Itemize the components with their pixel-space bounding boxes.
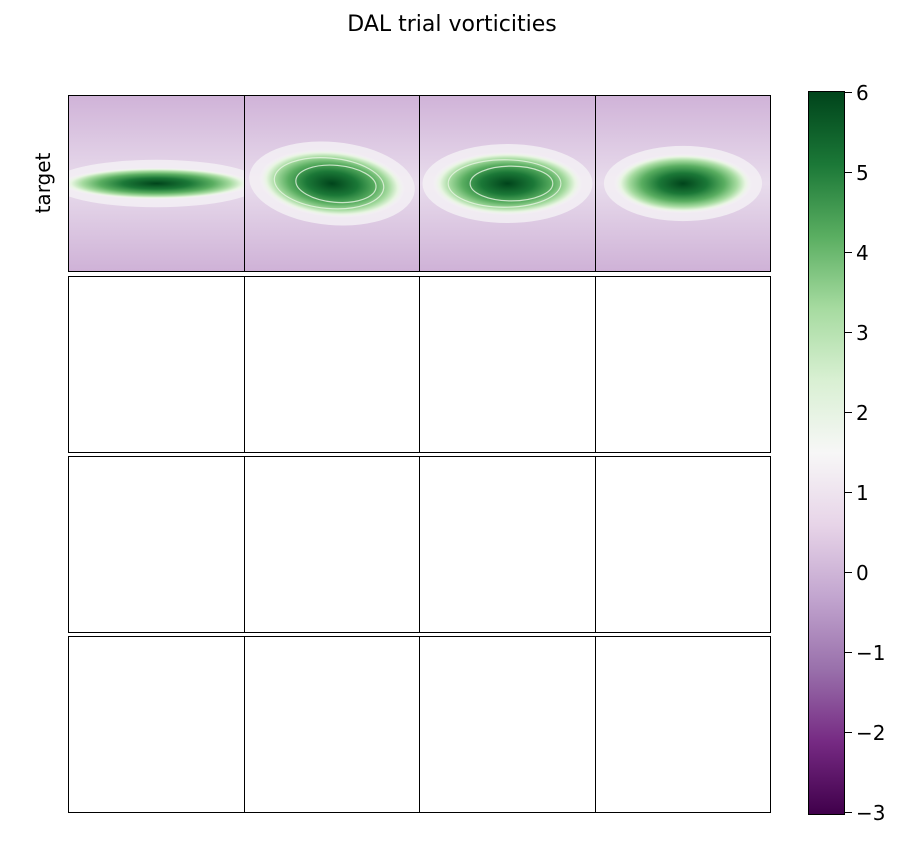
vorticity-core xyxy=(69,167,244,200)
panel-r4-c1 xyxy=(68,636,245,813)
tick-mark xyxy=(845,492,852,494)
panel-r2-c3 xyxy=(419,276,596,453)
vorticity-field-3 xyxy=(420,96,595,271)
row-label-target: target xyxy=(31,152,55,214)
tick-label: 5 xyxy=(856,161,869,185)
panel-r4-c4 xyxy=(595,636,771,813)
colorbar xyxy=(808,91,845,815)
vorticity-field-4 xyxy=(596,96,770,271)
tick-label: −1 xyxy=(856,641,886,665)
vorticity-core xyxy=(432,151,583,216)
panel-r1-c1 xyxy=(68,95,245,272)
vorticity-contour xyxy=(469,165,554,202)
panel-grid xyxy=(68,95,771,813)
tick-label: 0 xyxy=(856,561,869,585)
panel-r2-c2 xyxy=(244,276,420,453)
vorticity-core xyxy=(613,153,753,214)
panel-r3-c1 xyxy=(68,456,245,633)
chart-title: DAL trial vorticities xyxy=(347,12,557,37)
tick-mark xyxy=(845,252,852,254)
tick-label: 1 xyxy=(856,481,869,505)
tick-mark xyxy=(845,332,852,334)
panel-r4-c3 xyxy=(419,636,596,813)
panel-r3-c2 xyxy=(244,456,420,633)
tick-mark xyxy=(845,732,852,734)
vorticity-field-2 xyxy=(245,96,419,271)
tick-label: 4 xyxy=(856,241,869,265)
tick-label: 3 xyxy=(856,321,869,345)
tick-label: −3 xyxy=(856,801,886,825)
panel-r1-c4 xyxy=(595,95,771,272)
vorticity-contour xyxy=(273,157,385,210)
tick-mark xyxy=(845,652,852,654)
vorticity-contour xyxy=(447,159,562,208)
tick-label: −2 xyxy=(856,721,886,745)
tick-mark xyxy=(845,812,852,814)
panel-r1-c2 xyxy=(244,95,420,272)
tick-mark xyxy=(845,92,852,94)
panel-r4-c2 xyxy=(244,636,420,813)
panel-r1-c3 xyxy=(419,95,596,272)
vorticity-contour xyxy=(295,164,377,204)
tick-label: 6 xyxy=(856,81,869,105)
vorticity-field-1 xyxy=(69,96,244,271)
tick-mark xyxy=(845,572,852,574)
tick-label: 2 xyxy=(856,401,869,425)
panel-r3-c4 xyxy=(595,456,771,633)
tick-mark xyxy=(845,412,852,414)
tick-mark xyxy=(845,172,852,174)
panel-r2-c4 xyxy=(595,276,771,453)
panel-r2-c1 xyxy=(68,276,245,453)
panel-r3-c3 xyxy=(419,456,596,633)
